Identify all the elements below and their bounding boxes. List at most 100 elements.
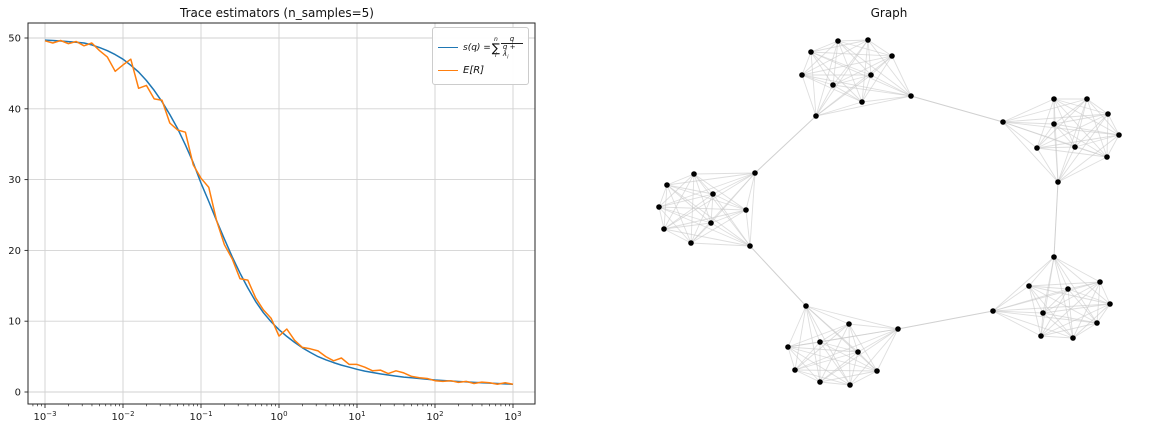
graph-edge xyxy=(1053,123,1120,136)
graph-edge xyxy=(849,370,878,386)
graph-node xyxy=(835,38,841,44)
graph-edge xyxy=(1057,146,1076,183)
graph-edge xyxy=(801,74,834,86)
graph-node xyxy=(1051,254,1057,260)
graph-node xyxy=(1070,335,1076,341)
graph-edge xyxy=(1053,256,1111,305)
graph-edge xyxy=(801,74,817,117)
graph-edge xyxy=(1074,146,1108,158)
fraction-denominator: q + λi xyxy=(500,42,523,60)
graph-node xyxy=(1084,96,1090,102)
graph-edge xyxy=(861,95,912,103)
graph-node xyxy=(874,368,880,374)
graph-node xyxy=(868,72,874,78)
graph-edge xyxy=(1053,113,1109,125)
graph-edge xyxy=(1057,134,1120,183)
graph-edge xyxy=(1042,312,1098,324)
graph-edge xyxy=(815,74,872,117)
graph-node xyxy=(813,113,819,119)
graph-node xyxy=(792,367,798,373)
graph-edge xyxy=(819,341,859,353)
legend-entry-er: E[R] xyxy=(438,65,523,76)
graph-edge xyxy=(658,184,668,208)
graph-edge xyxy=(787,305,807,348)
graph-edge xyxy=(712,172,756,195)
x-tick-label: 10−3 xyxy=(33,410,56,423)
graph-node xyxy=(747,243,753,249)
graph-edge xyxy=(891,55,912,97)
graph-edge xyxy=(992,281,1101,312)
graph-edge xyxy=(848,323,899,330)
graph-edge xyxy=(837,39,869,42)
graph-edge xyxy=(794,369,878,372)
graph-edge xyxy=(1042,288,1069,314)
graph-edge xyxy=(1040,312,1044,337)
graph-ring-edge xyxy=(910,95,1004,123)
x-tick-label: 10−1 xyxy=(189,410,212,423)
graph-node xyxy=(803,303,809,309)
graph-edge xyxy=(1107,113,1120,136)
graph-edge xyxy=(867,39,872,76)
x-tick-label: 102 xyxy=(426,410,443,423)
graph-edge xyxy=(1002,121,1038,149)
graph-edge xyxy=(1074,98,1088,148)
y-tick-label: 10 xyxy=(8,317,21,328)
graph-edge xyxy=(992,303,1111,312)
graph-edge xyxy=(1053,98,1108,158)
graph-edge xyxy=(787,346,859,353)
graph-node xyxy=(691,171,697,177)
graph-node xyxy=(1094,320,1100,326)
graph-edge xyxy=(1028,285,1111,305)
graph-edge xyxy=(1067,288,1074,339)
graph-edge xyxy=(832,74,872,86)
graph-edge xyxy=(992,310,1098,324)
graph-node xyxy=(895,326,901,332)
fraction-numerator: q xyxy=(509,34,515,43)
graph-edge xyxy=(1053,98,1109,115)
graph-edge xyxy=(658,172,756,208)
graph-edge xyxy=(805,305,851,386)
graph-edge xyxy=(837,40,893,57)
er-curve xyxy=(44,39,514,385)
graph-edge xyxy=(815,95,912,117)
graph-edge xyxy=(861,74,872,103)
graph-node xyxy=(664,182,670,188)
graph-node xyxy=(1026,283,1032,289)
graph-edge xyxy=(1057,113,1109,183)
graph-edge xyxy=(1040,322,1098,337)
graph-node xyxy=(847,382,853,388)
graph-edge xyxy=(666,173,695,186)
y-tick-label: 0 xyxy=(15,388,21,399)
graph-edge xyxy=(805,305,899,330)
graph-edge xyxy=(1086,98,1109,115)
graph-node xyxy=(865,37,871,43)
graph-edge xyxy=(712,193,747,211)
graph-edge xyxy=(849,351,859,386)
graph-edge xyxy=(819,323,850,343)
graph-edge xyxy=(810,51,834,86)
graph-edge xyxy=(794,369,851,386)
graph-node xyxy=(808,49,814,55)
graph-edge xyxy=(787,341,821,348)
graph-node xyxy=(817,339,823,345)
plot-frame xyxy=(27,22,536,405)
graph-edge xyxy=(745,172,756,211)
graph-edge xyxy=(876,328,899,372)
graph-edge xyxy=(1042,312,1074,339)
graph-edge xyxy=(857,328,899,353)
graph-ring-edge xyxy=(754,115,817,174)
graph-edge xyxy=(666,184,714,195)
graph-edge xyxy=(1002,98,1088,123)
graph-edge xyxy=(794,305,807,371)
graph-edge xyxy=(832,39,869,86)
graph-node xyxy=(855,349,861,355)
graph-node xyxy=(743,207,749,213)
sigma-glyph: ∑ xyxy=(491,40,500,55)
graph-edge xyxy=(663,193,714,230)
graph-node xyxy=(1055,179,1061,185)
er-label: E[R] xyxy=(463,65,485,77)
graph-edge xyxy=(794,328,899,371)
graph-node xyxy=(708,220,714,226)
graph-edge xyxy=(1036,147,1059,183)
